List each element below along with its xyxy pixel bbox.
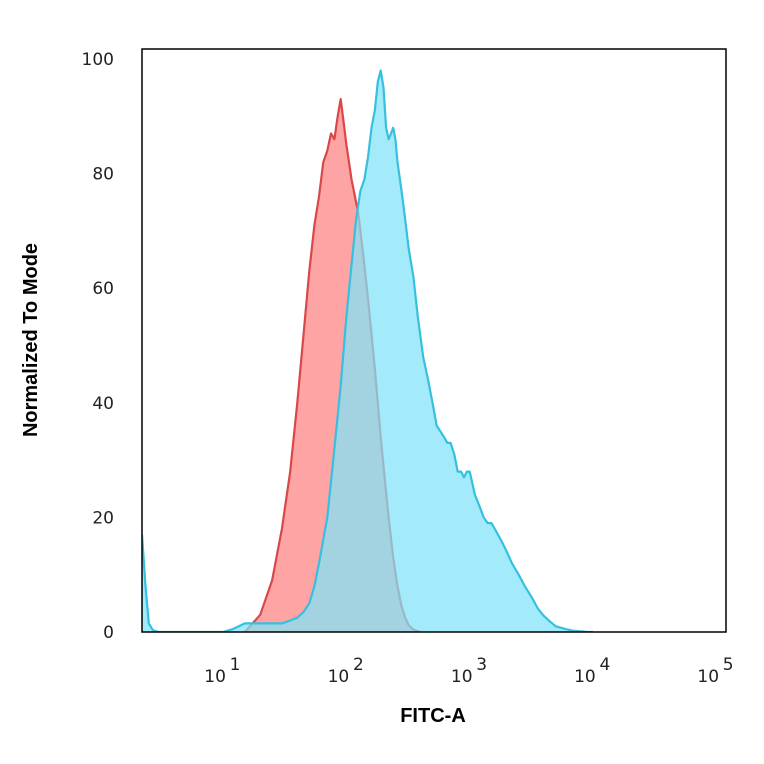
y-tick-label: 100 xyxy=(82,50,114,70)
y-tick-label: 60 xyxy=(92,279,114,299)
x-tick-label: 10 xyxy=(204,667,226,687)
plot-frame xyxy=(141,48,727,633)
x-tick-label: 10 xyxy=(451,667,473,687)
x-tick-exponent: 2 xyxy=(353,655,364,675)
x-tick-label: 10 xyxy=(328,667,350,687)
y-tick-label: 80 xyxy=(92,165,114,185)
x-tick-exponent: 4 xyxy=(599,655,610,675)
y-tick-label: 40 xyxy=(92,394,114,414)
x-tick-exponent: 1 xyxy=(230,655,241,675)
x-tick-label: 10 xyxy=(574,667,596,687)
x-tick-label: 10 xyxy=(697,667,719,687)
y-axis-title: Normalized To Mode xyxy=(20,243,42,437)
series-2-line xyxy=(142,69,593,632)
series-2-area xyxy=(142,70,593,632)
series-layer xyxy=(142,69,593,632)
y-tick-label: 0 xyxy=(103,623,114,643)
x-tick-exponent: 3 xyxy=(476,655,487,675)
x-tick-exponent: 5 xyxy=(723,655,734,675)
x-axis-title: FITC-A xyxy=(400,705,466,727)
y-tick-label: 20 xyxy=(92,508,114,528)
